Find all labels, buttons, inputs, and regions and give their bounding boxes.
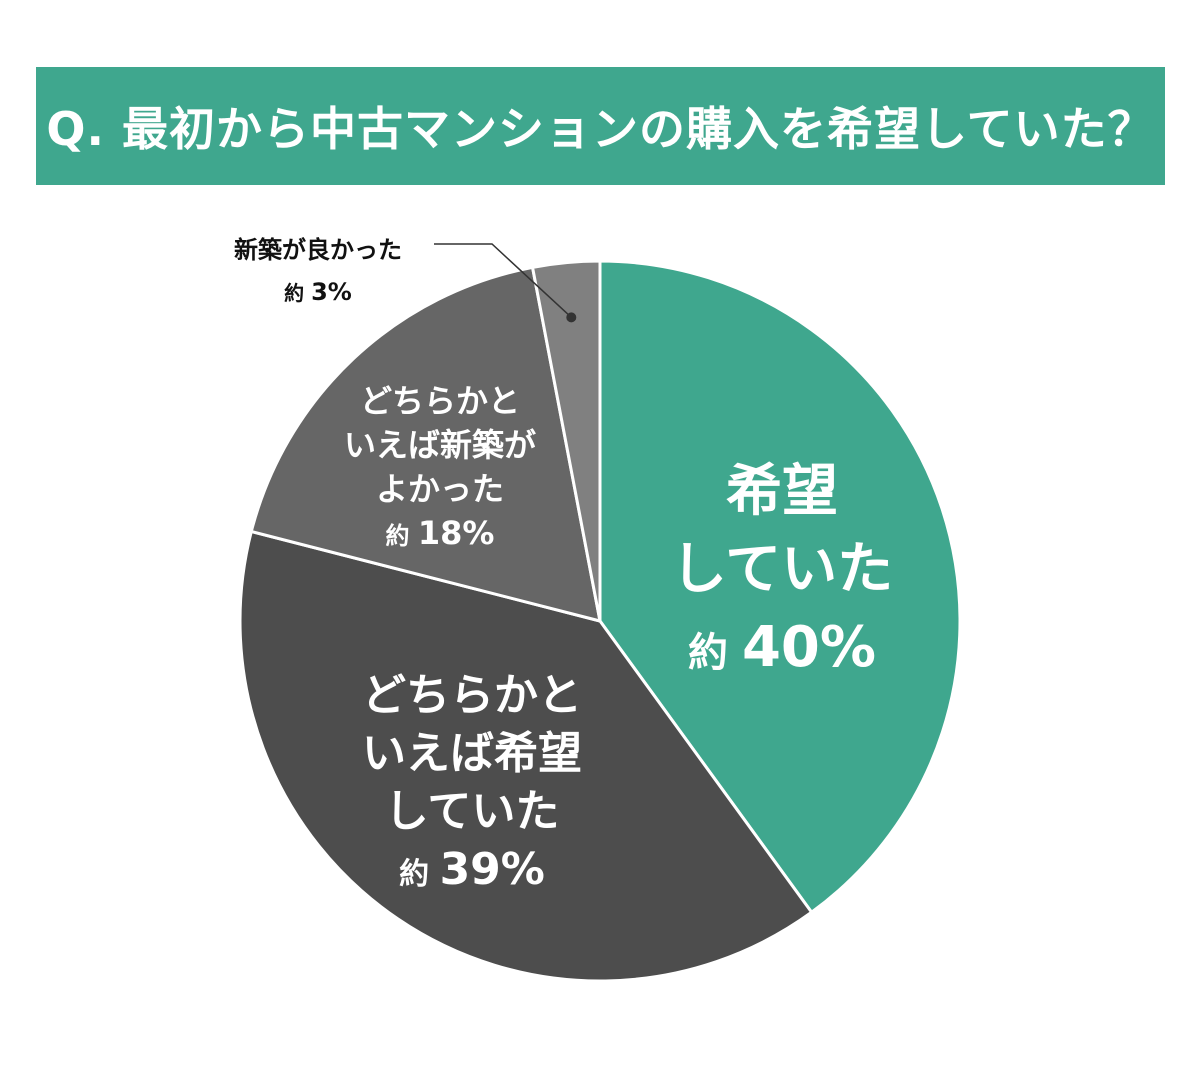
chart-title-bar: Q. 最初から中古マンションの購入を希望していた？: [36, 67, 1165, 185]
pie-slice-1: [238, 529, 814, 983]
pie-slice-3: [530, 259, 602, 622]
leader-dot: [566, 312, 577, 323]
slice-label-line: どちらかと: [360, 382, 520, 420]
chart-title: Q. 最初から中古マンションの購入を希望していた？: [46, 102, 1155, 156]
pie-slice-2: [249, 265, 602, 624]
leader-line: [434, 243, 572, 318]
slice-label-line: 新築が良かった: [234, 236, 402, 264]
slice-label-line: いえば新築が: [344, 426, 536, 464]
slice-label-line: していた: [385, 786, 560, 837]
pie-slice-0: [598, 259, 962, 915]
slice-percent-label: 約 3%: [284, 278, 352, 306]
slice-label-line: どちらかと: [362, 670, 582, 721]
pie-slices: [238, 259, 962, 983]
slice-percent-label: 約 18%: [386, 514, 495, 552]
slice-percent-label: 約 40%: [688, 615, 876, 680]
slice-label-line: いえば希望: [362, 728, 582, 779]
slice-label-line: 希望: [726, 459, 838, 524]
slice-label-line: していた: [671, 537, 893, 602]
slice-percent-label: 約 39%: [399, 844, 545, 895]
slice-label-line: よかった: [376, 470, 504, 508]
